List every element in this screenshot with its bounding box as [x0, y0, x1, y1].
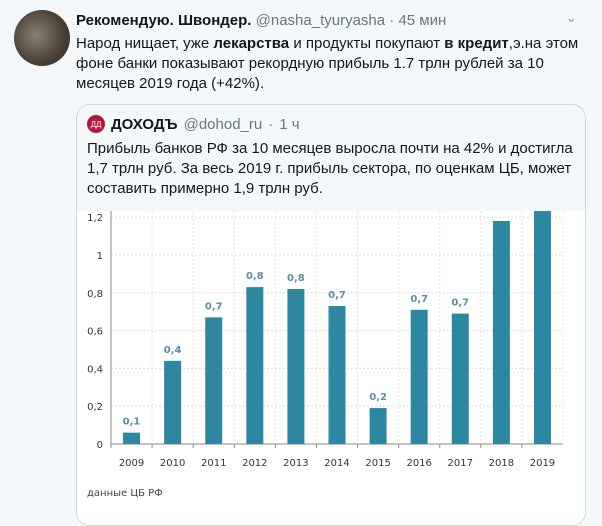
- data-label: 0,7: [328, 290, 346, 301]
- x-tick-label: 2015: [365, 458, 390, 469]
- quoted-timestamp: 1 ч: [279, 115, 300, 133]
- x-tick-label: 2016: [406, 458, 431, 469]
- y-tick-label: 1: [97, 251, 103, 262]
- chart-source: данные ЦБ РФ: [87, 488, 163, 499]
- bar-2009: [123, 432, 141, 444]
- bar-2012: [246, 287, 264, 444]
- data-label: 0,8: [246, 271, 264, 282]
- data-label: 0,8: [287, 273, 305, 284]
- bar-chart: 0 0,2 0,4 0,6 0,8 1 1,2 0,1 2009 0,4 2010 0,7 2011 0,…: [87, 207, 564, 499]
- y-tick-label: 0,4: [87, 364, 103, 375]
- separator: ·: [389, 12, 395, 29]
- bar-2014: [328, 306, 346, 444]
- x-tick-label: 2013: [283, 458, 308, 469]
- data-label: 0,7: [205, 301, 223, 312]
- y-tick-label: 0,8: [87, 289, 103, 300]
- bar-2010: [164, 360, 182, 444]
- tweet-text-part: в кредит: [444, 35, 509, 52]
- separator: ·: [268, 115, 274, 133]
- tweet-text-part: и продукты покупают: [289, 35, 445, 52]
- quoted-header: ДД ДОХОДЪ @dohod_ru · 1 ч: [87, 115, 300, 133]
- quoted-author-name: ДОХОДЪ: [111, 115, 178, 133]
- bar-2013: [287, 289, 305, 444]
- avatar[interactable]: [14, 10, 70, 66]
- author-name[interactable]: Рекомендую. Швондер.: [76, 12, 252, 29]
- tweet-header: Рекомендую. Швондер. @nasha_tyuryasha · …: [76, 12, 446, 29]
- tweet-text-part: ,э.на этом фоне банки показывают рекордн…: [76, 35, 579, 92]
- x-tick-label: 2012: [242, 458, 267, 469]
- y-tick-label: 0,6: [87, 327, 103, 338]
- x-tick-label: 2011: [201, 458, 226, 469]
- data-label: 0,2: [369, 392, 387, 403]
- x-tick-label: 2010: [160, 458, 185, 469]
- quoted-tweet[interactable]: ДД ДОХОДЪ @dohod_ru · 1 ч Прибыль банков…: [76, 104, 586, 526]
- chevron-down-icon[interactable]: ⌄: [566, 10, 577, 25]
- author-handle[interactable]: @nasha_tyuryasha: [255, 12, 386, 29]
- quoted-handle: @dohod_ru: [183, 115, 263, 133]
- bar-2011: [205, 317, 223, 444]
- data-label: 0,7: [451, 298, 469, 309]
- y-tick-label: 1,2: [87, 213, 103, 224]
- x-tick-label: 2018: [489, 458, 514, 469]
- data-label: 0,4: [164, 345, 182, 356]
- y-tick-label: 0,2: [87, 402, 103, 413]
- tweet-text-part: Народ нищает, уже: [76, 35, 214, 52]
- x-tick-label: 2017: [448, 458, 473, 469]
- tweet-text-part: лекарства: [213, 35, 290, 52]
- data-label: 0,7: [410, 294, 428, 305]
- x-tick-label: 2019: [530, 458, 555, 469]
- quoted-text: Прибыль банков РФ за 10 месяцев выросла …: [87, 140, 573, 197]
- bar-2018: [492, 220, 510, 444]
- x-tick-label: 2014: [324, 458, 349, 469]
- bar-2017: [451, 313, 469, 444]
- bar-2019: [533, 207, 551, 444]
- chart-image[interactable]: 0 0,2 0,4 0,6 0,8 1 1,2 0,1 2009 0,4 2010 0,7 2011 0,…: [77, 207, 585, 525]
- y-tick-label: 0: [97, 440, 103, 451]
- data-label: 0,1: [123, 417, 141, 428]
- timestamp[interactable]: 45 мин: [398, 12, 447, 29]
- x-tick-label: 2009: [119, 458, 144, 469]
- bar-2015: [369, 408, 387, 444]
- tweet-text: Народ нищает, уже лекарства и продукты п…: [76, 34, 586, 94]
- dohod-logo-icon: ДД: [87, 115, 105, 133]
- bar-2016: [410, 309, 428, 444]
